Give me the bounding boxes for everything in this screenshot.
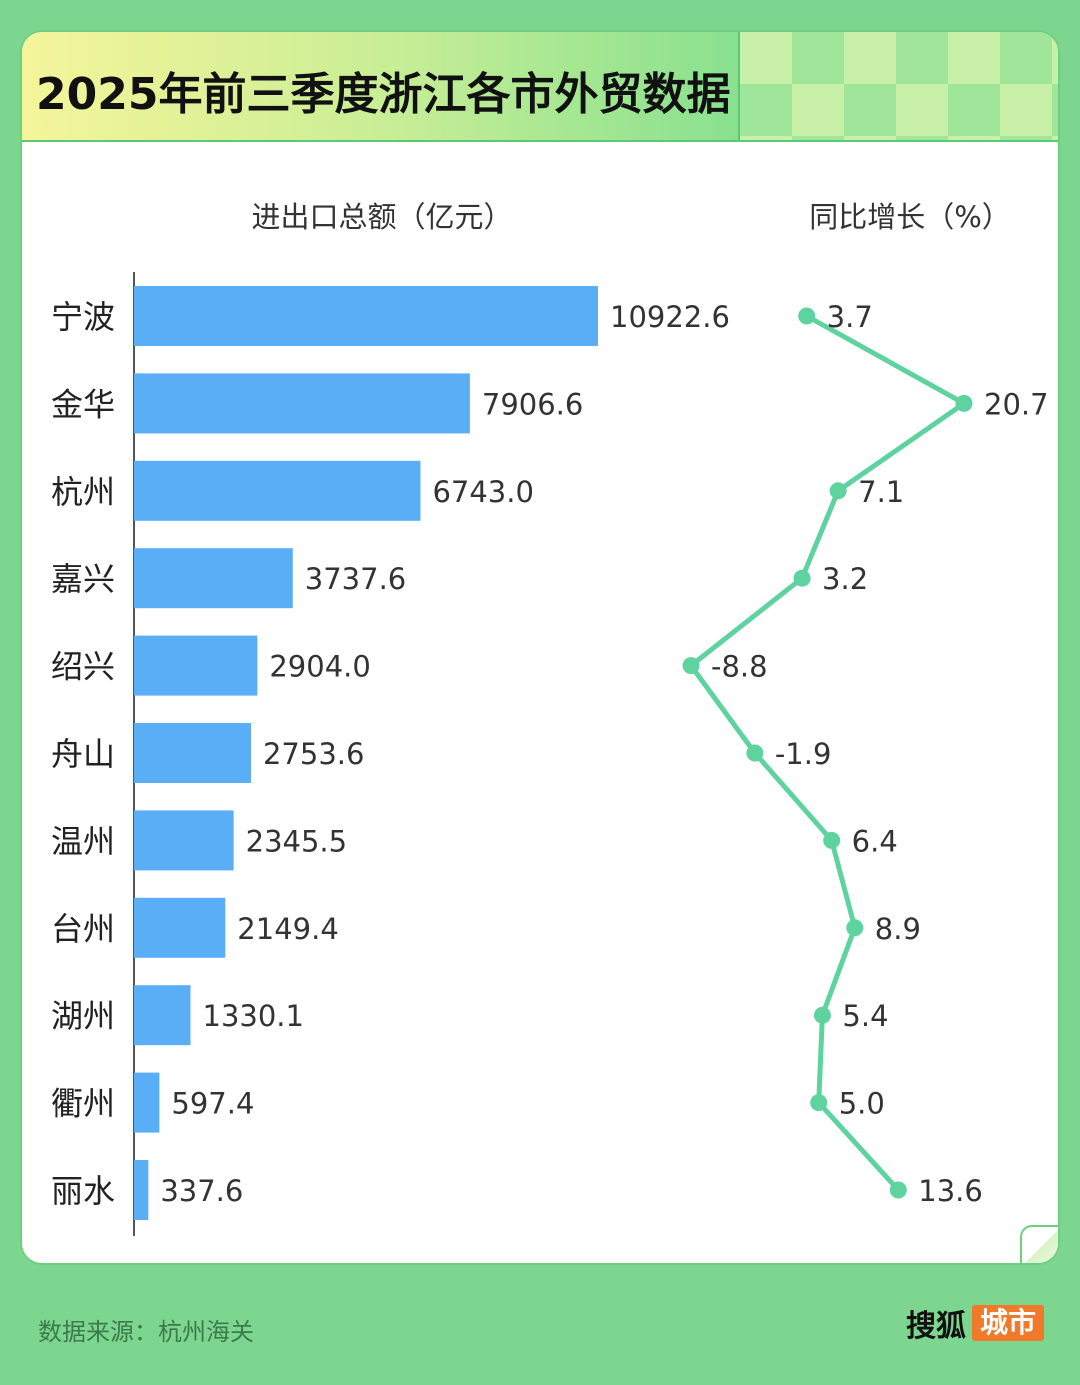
bar-value-label: 2753.6 — [263, 737, 364, 771]
bar — [134, 286, 598, 346]
bar-value-label: 10922.6 — [610, 300, 730, 334]
category-label: 台州 — [51, 910, 115, 948]
category-label: 舟山 — [51, 735, 115, 773]
growth-point — [810, 1094, 828, 1112]
growth-point — [682, 657, 700, 675]
bar — [134, 723, 251, 783]
bar — [134, 810, 234, 871]
bar-value-label: 2345.5 — [246, 824, 347, 858]
growth-value-label: 8.9 — [875, 912, 921, 946]
growth-value-label: 3.7 — [827, 300, 873, 334]
category-label: 衢州 — [51, 1085, 115, 1123]
data-source: 数据来源：杭州海关 — [38, 1318, 254, 1346]
growth-value-label: 20.7 — [984, 387, 1049, 421]
bar-value-label: 597.4 — [171, 1087, 254, 1121]
category-label: 绍兴 — [51, 648, 115, 686]
brand-name: 搜狐 — [906, 1309, 966, 1344]
growth-point — [746, 744, 764, 762]
bar-value-label: 1330.1 — [203, 999, 304, 1033]
brand-badge: 城市 — [972, 1305, 1045, 1341]
bar — [134, 548, 293, 609]
growth-value-label: 5.4 — [842, 999, 888, 1033]
growth-point — [793, 569, 811, 587]
category-label: 温州 — [51, 822, 115, 860]
growth-point — [955, 394, 973, 412]
brand-logo: 搜狐 城市 — [906, 1304, 1045, 1344]
growth-point — [889, 1181, 907, 1199]
bar-value-label: 2149.4 — [237, 912, 338, 946]
bar — [134, 1072, 160, 1133]
growth-point — [823, 831, 841, 849]
growth-value-label: 5.0 — [839, 1087, 885, 1121]
page-title: 2025年前三季度浙江各市外贸数据 — [36, 69, 731, 120]
growth-value-label: 13.6 — [918, 1174, 983, 1208]
growth-point — [813, 1006, 831, 1024]
header-banner: 2025年前三季度浙江各市外贸数据 — [22, 32, 1058, 142]
growth-point — [829, 482, 847, 500]
growth-value-label: 7.1 — [858, 475, 904, 509]
growth-value-label: -1.9 — [775, 737, 832, 771]
page-fold-decoration — [1020, 1225, 1058, 1263]
checker-decoration — [738, 32, 1058, 140]
bar — [134, 897, 226, 958]
bar-value-label: 3737.6 — [305, 562, 406, 596]
category-label: 湖州 — [51, 997, 115, 1035]
growth-value-label: 3.2 — [822, 562, 868, 596]
bar — [134, 1160, 149, 1220]
category-label: 嘉兴 — [51, 560, 115, 598]
growth-value-label: -8.8 — [711, 650, 768, 684]
category-label: 金华 — [51, 385, 115, 423]
bar — [134, 373, 470, 434]
growth-point — [798, 307, 816, 325]
bar-value-label: 2904.0 — [269, 650, 370, 684]
bar — [134, 460, 421, 521]
bar — [134, 985, 191, 1046]
bar-chart-title: 进出口总额（亿元） — [251, 200, 512, 234]
bar-value-label: 6743.0 — [432, 475, 533, 509]
line-chart-title: 同比增长（%） — [809, 200, 1011, 234]
category-label: 宁波 — [51, 298, 115, 336]
growth-value-label: 6.4 — [852, 824, 898, 858]
category-label: 杭州 — [51, 473, 115, 511]
chart-card: 2025年前三季度浙江各市外贸数据 — [20, 30, 1060, 1265]
growth-point — [846, 919, 864, 937]
bar — [134, 635, 258, 696]
category-label: 丽水 — [51, 1172, 115, 1210]
bar-value-label: 7906.6 — [482, 387, 583, 421]
bar-value-label: 337.6 — [160, 1174, 243, 1208]
